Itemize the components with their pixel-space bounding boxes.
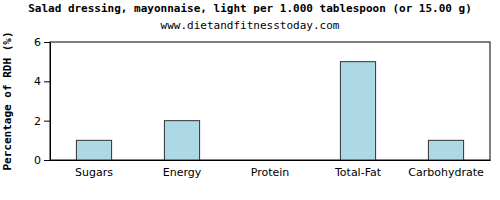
x-tick-label: Protein [251,166,290,179]
bar [164,121,199,160]
y-tick-mark [44,160,50,161]
y-tick: 2 [34,115,50,128]
bar [428,140,463,160]
y-axis: 0 2 4 6 [34,36,51,167]
y-tick: 0 [34,154,50,167]
y-tick-label: 4 [34,75,41,88]
bar [76,140,111,160]
x-axis: Sugars Energy Protein Total-Fat Carbohydrate [51,161,491,179]
chart: Salad dressing, mayonnaise, light per 1.… [0,0,500,200]
x-tick-label: Carbohydrate [408,166,484,179]
y-axis-line [50,43,51,161]
y-tick: 4 [34,75,50,88]
x-tick: Protein [251,166,290,179]
x-tick: Sugars [75,166,113,179]
y-tick-mark [44,42,50,43]
plot: 0 2 4 6 Sugars Energy Protein Total-Fat Carbohyd… [34,36,491,179]
x-tick: Total-Fat [334,166,382,179]
y-tick-mark [44,121,50,122]
bar [252,160,287,161]
y-axis-title: Percentage of RDH (%) [1,31,14,170]
y-tick: 6 [34,36,50,49]
y-tick-mark [44,81,50,82]
title: Salad dressing, mayonnaise, light per 1.… [28,2,472,15]
x-tick-label: Sugars [75,166,113,179]
bar [340,62,375,160]
subtitle: www.dietandfitnesstoday.com [161,19,340,32]
x-tick: Carbohydrate [408,166,484,179]
y-tick-label: 6 [34,36,41,49]
plot-frame [50,42,490,160]
x-axis-line [51,160,491,161]
x-tick-label: Energy [163,166,202,179]
x-tick: Energy [163,166,202,179]
y-tick-label: 2 [34,115,41,128]
x-tick-label: Total-Fat [334,166,382,179]
y-tick-label: 0 [34,154,41,167]
bars [76,62,463,160]
